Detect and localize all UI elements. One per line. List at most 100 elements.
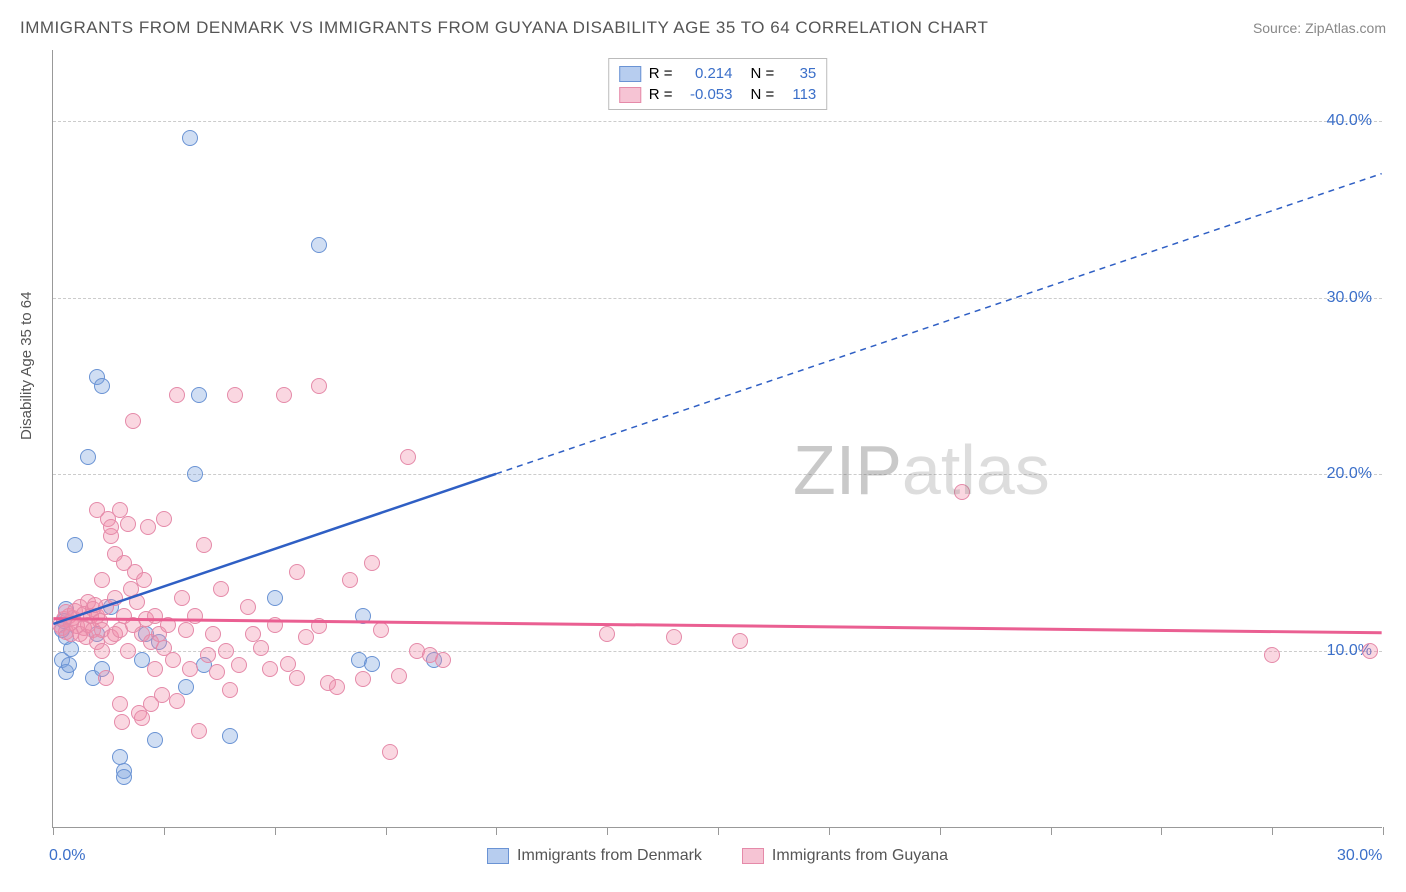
x-tick	[829, 827, 830, 835]
point-guyana	[209, 664, 225, 680]
swatch-denmark-icon	[487, 848, 509, 864]
gridline	[53, 474, 1382, 475]
source-label: Source: ZipAtlas.com	[1253, 20, 1386, 36]
watermark: ZIPatlas	[793, 430, 1050, 510]
point-guyana	[160, 617, 176, 633]
point-guyana	[154, 687, 170, 703]
legend-row-guyana: R = -0.053 N = 113	[619, 84, 817, 105]
point-guyana	[169, 387, 185, 403]
r-value-denmark: 0.214	[681, 65, 733, 82]
point-guyana	[298, 629, 314, 645]
point-guyana	[120, 643, 136, 659]
legend-bottom: Immigrants from Denmark Immigrants from …	[53, 847, 1382, 865]
point-guyana	[732, 633, 748, 649]
point-denmark	[147, 732, 163, 748]
point-guyana	[599, 626, 615, 642]
x-tick	[718, 827, 719, 835]
x-tick	[164, 827, 165, 835]
point-denmark	[311, 237, 327, 253]
n-value-denmark: 35	[782, 65, 816, 82]
point-guyana	[182, 661, 198, 677]
point-guyana	[125, 413, 141, 429]
swatch-guyana-icon	[742, 848, 764, 864]
point-guyana	[200, 647, 216, 663]
point-guyana	[373, 622, 389, 638]
x-tick	[1161, 827, 1162, 835]
point-guyana	[112, 696, 128, 712]
point-guyana	[435, 652, 451, 668]
point-denmark	[364, 656, 380, 672]
trend-lines	[53, 50, 1382, 827]
point-guyana	[382, 744, 398, 760]
y-axis-label: Disability Age 35 to 64	[18, 292, 35, 440]
n-label: N =	[751, 65, 775, 82]
point-denmark	[116, 769, 132, 785]
y-tick-label: 40.0%	[1327, 112, 1372, 130]
legend-item-guyana: Immigrants from Guyana	[742, 847, 948, 865]
point-guyana	[267, 617, 283, 633]
point-denmark	[182, 130, 198, 146]
point-guyana	[954, 484, 970, 500]
point-denmark	[67, 537, 83, 553]
point-guyana	[120, 516, 136, 532]
point-guyana	[169, 693, 185, 709]
point-guyana	[222, 682, 238, 698]
point-denmark	[267, 590, 283, 606]
r-label: R =	[649, 86, 673, 103]
swatch-denmark	[619, 66, 641, 82]
x-tick	[386, 827, 387, 835]
point-guyana	[218, 643, 234, 659]
point-denmark	[187, 466, 203, 482]
y-tick-label: 20.0%	[1327, 465, 1372, 483]
x-tick-label: 30.0%	[1337, 847, 1382, 865]
point-guyana	[329, 679, 345, 695]
point-denmark	[80, 449, 96, 465]
legend-correlation-box: R = 0.214 N = 35 R = -0.053 N = 113	[608, 58, 828, 110]
point-denmark	[355, 608, 371, 624]
point-guyana	[400, 449, 416, 465]
x-tick	[53, 827, 54, 835]
gridline	[53, 651, 1382, 652]
point-guyana	[213, 581, 229, 597]
point-guyana	[227, 387, 243, 403]
x-tick-label: 0.0%	[49, 847, 85, 865]
point-denmark	[63, 641, 79, 657]
point-guyana	[94, 643, 110, 659]
r-label: R =	[649, 65, 673, 82]
point-guyana	[391, 668, 407, 684]
point-denmark	[94, 378, 110, 394]
plot-area: R = 0.214 N = 35 R = -0.053 N = 113 ZIPa…	[52, 50, 1382, 828]
point-guyana	[178, 622, 194, 638]
point-guyana	[114, 714, 130, 730]
point-guyana	[165, 652, 181, 668]
point-guyana	[205, 626, 221, 642]
x-tick	[1272, 827, 1273, 835]
point-guyana	[103, 519, 119, 535]
point-guyana	[364, 555, 380, 571]
legend-item-denmark: Immigrants from Denmark	[487, 847, 702, 865]
point-guyana	[289, 564, 305, 580]
x-tick	[607, 827, 608, 835]
point-guyana	[231, 657, 247, 673]
x-tick	[496, 827, 497, 835]
gridline	[53, 121, 1382, 122]
n-value-guyana: 113	[782, 86, 816, 103]
point-guyana	[262, 661, 278, 677]
x-tick	[1051, 827, 1052, 835]
gridline	[53, 298, 1382, 299]
point-guyana	[191, 723, 207, 739]
point-guyana	[156, 511, 172, 527]
chart-title: IMMIGRANTS FROM DENMARK VS IMMIGRANTS FR…	[20, 18, 988, 38]
swatch-guyana	[619, 87, 641, 103]
point-guyana	[187, 608, 203, 624]
legend-label-denmark: Immigrants from Denmark	[517, 847, 702, 865]
point-guyana	[196, 537, 212, 553]
point-guyana	[311, 378, 327, 394]
point-guyana	[134, 710, 150, 726]
point-guyana	[342, 572, 358, 588]
legend-row-denmark: R = 0.214 N = 35	[619, 63, 817, 84]
point-guyana	[107, 590, 123, 606]
point-guyana	[666, 629, 682, 645]
point-guyana	[289, 670, 305, 686]
point-guyana	[174, 590, 190, 606]
